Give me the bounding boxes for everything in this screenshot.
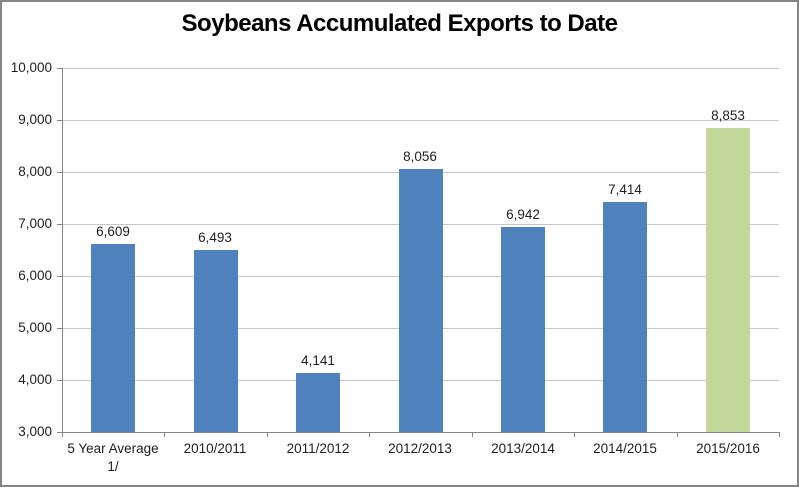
y-axis-line xyxy=(62,68,63,433)
x-axis-category-label: 5 Year Average 1/ xyxy=(67,441,159,474)
bar-5-year-average-1 xyxy=(91,244,135,432)
bar-data-label: 6,609 xyxy=(96,224,130,239)
bar-data-label: 7,414 xyxy=(608,182,642,197)
x-axis-line xyxy=(62,432,780,433)
x-axis-category-label: 2011/2012 xyxy=(286,441,350,456)
y-axis-tick-label: 8,000 xyxy=(18,164,52,179)
x-axis-category-label: 2012/2013 xyxy=(388,441,452,456)
y-tick xyxy=(57,172,62,173)
bar-data-label: 8,853 xyxy=(711,108,745,123)
x-axis-category-label: 2014/2015 xyxy=(593,441,657,456)
y-axis-tick-label: 10,000 xyxy=(10,60,52,75)
y-axis-tick-label: 4,000 xyxy=(18,372,52,387)
bar-data-label: 6,942 xyxy=(506,207,540,222)
bar-data-label: 8,056 xyxy=(403,149,437,164)
x-tick xyxy=(472,432,473,437)
x-tick xyxy=(574,432,575,437)
y-tick xyxy=(57,432,62,433)
bar-2011-2012 xyxy=(296,373,340,432)
y-axis-tick-label: 7,000 xyxy=(18,216,52,231)
y-tick xyxy=(57,120,62,121)
chart-title: Soybeans Accumulated Exports to Date xyxy=(181,10,618,37)
bar-2010-2011 xyxy=(194,250,238,432)
x-tick xyxy=(779,432,780,437)
y-axis-tick-label: 3,000 xyxy=(18,424,52,439)
x-tick xyxy=(62,432,63,437)
bar-2015-2016 xyxy=(706,128,750,432)
gridline xyxy=(62,120,779,121)
x-axis-category-label: 2015/2016 xyxy=(696,441,760,456)
gridline xyxy=(62,68,779,69)
y-axis-tick-label: 9,000 xyxy=(18,112,52,127)
plot-area xyxy=(62,68,779,432)
x-tick xyxy=(677,432,678,437)
y-axis-tick-label: 6,000 xyxy=(18,268,52,283)
bar-2013-2014 xyxy=(501,227,545,432)
y-tick xyxy=(57,68,62,69)
y-axis-tick-label: 5,000 xyxy=(18,320,52,335)
bar-data-label: 4,141 xyxy=(301,353,335,368)
x-axis-category-label: 2010/2011 xyxy=(183,441,247,456)
y-tick xyxy=(57,276,62,277)
x-tick xyxy=(369,432,370,437)
y-tick xyxy=(57,380,62,381)
bar-2012-2013 xyxy=(399,169,443,432)
y-tick xyxy=(57,328,62,329)
x-tick xyxy=(267,432,268,437)
y-tick xyxy=(57,224,62,225)
bar-data-label: 6,493 xyxy=(198,230,232,245)
x-axis-category-label: 2013/2014 xyxy=(491,441,555,456)
x-tick xyxy=(164,432,165,437)
bar-2014-2015 xyxy=(603,202,647,432)
